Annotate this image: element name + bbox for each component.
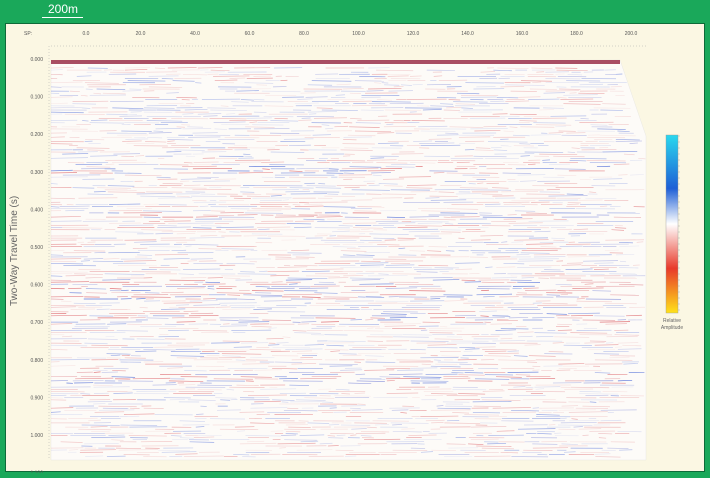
x-tick-label: 100.0 xyxy=(352,31,365,37)
y-tick-label: 0.700 xyxy=(30,320,43,326)
y-tick-label: 0.500 xyxy=(30,245,43,251)
y-tick-label: 0.300 xyxy=(30,170,43,176)
x-axis-ticks: 0.0 20.0 40.0 60.0 80.0 100.0 120.0 140.0 160.0 1… xyxy=(83,31,638,37)
x-axis-header: SP: xyxy=(24,31,32,37)
x-tick-label: 120.0 xyxy=(407,31,420,37)
y-tick-label: 0.900 xyxy=(30,395,43,401)
y-tick-label: 1.100 xyxy=(30,471,43,473)
x-tick-label: 20.0 xyxy=(136,31,146,37)
x-tick-label: 200.0 xyxy=(625,31,638,37)
y-axis-ticks: 0.000 0.100 0.200 0.300 0.400 0.500 0.600 0.700… xyxy=(30,57,43,477)
y-tick-label: 0.800 xyxy=(30,358,43,364)
y-tick-label: 0.100 xyxy=(30,95,43,101)
x-tick-label: 80.0 xyxy=(299,31,309,37)
seismic-panel: SP: 0.0 20.0 40.0 60.0 80.0 100.0 120.0 140.0 16… xyxy=(5,23,705,477)
y-tick-label: 0.400 xyxy=(30,207,43,213)
seismic-section xyxy=(50,59,647,461)
x-tick-label: 140.0 xyxy=(461,31,474,37)
x-tick-label: 0.0 xyxy=(83,31,90,37)
legend-title-line1: Relative xyxy=(663,318,681,324)
y-tick-label: 0.200 xyxy=(30,132,43,138)
y-tick-label: 0.000 xyxy=(30,57,43,63)
y-axis-title: Two-Way Travel Time (s) xyxy=(9,196,20,306)
x-tick-label: 160.0 xyxy=(516,31,529,37)
x-tick-label: 40.0 xyxy=(190,31,200,37)
y-tick-label: 1.000 xyxy=(30,433,43,439)
legend-title-line2: Amplitude xyxy=(661,325,683,331)
x-tick-label: 180.0 xyxy=(570,31,583,37)
y-tick-label: 0.600 xyxy=(30,283,43,289)
x-tick-label: 60.0 xyxy=(245,31,255,37)
seismic-svg: SP: 0.0 20.0 40.0 60.0 80.0 100.0 120.0 140.0 16… xyxy=(9,31,683,477)
scale-bar-label: 200m xyxy=(42,2,84,18)
amplitude-legend: Relative Amplitude xyxy=(661,134,683,331)
